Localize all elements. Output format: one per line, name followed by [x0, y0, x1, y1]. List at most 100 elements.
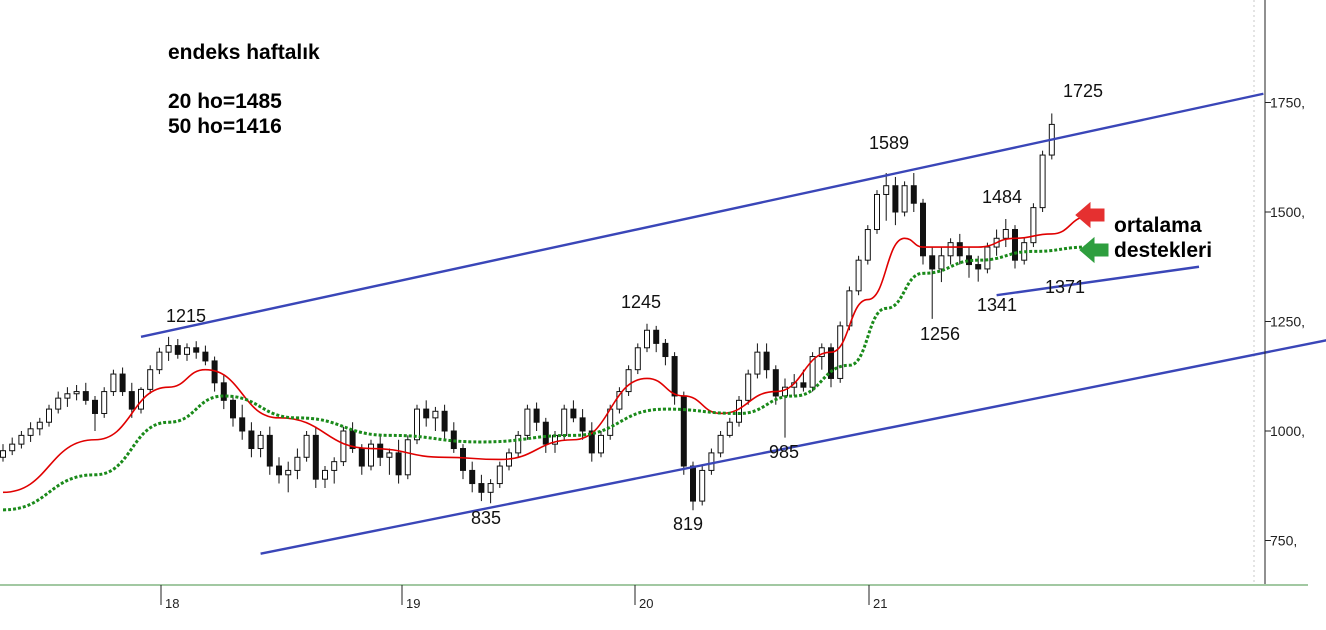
- annotation-1245: 1245: [621, 292, 661, 312]
- candle-body: [745, 373, 752, 401]
- value-labels: 1215 1245 835 819 985 1589 1484 1256 1341 1371 172…: [166, 81, 1103, 534]
- candle-body: [542, 421, 549, 445]
- candle-body: [414, 408, 420, 441]
- candle-body: [101, 391, 108, 414]
- candle-body: [276, 465, 282, 476]
- support-note: ortalama destekleri: [1114, 213, 1212, 263]
- candle-body: [579, 417, 586, 432]
- candle-body: [46, 408, 52, 423]
- note-line-1: ortalama: [1114, 214, 1202, 237]
- candle-body: [644, 329, 650, 349]
- y-tick-label: 1250,: [1270, 314, 1305, 330]
- ma-line-20ho: [2, 215, 1089, 494]
- candle-body: [570, 408, 577, 419]
- annotation-1256: 1256: [920, 324, 960, 344]
- candle-body: [395, 452, 402, 476]
- candle-body: [1002, 229, 1009, 239]
- y-tick-label: 1500,: [1270, 204, 1305, 220]
- candle-body: [625, 369, 632, 393]
- green-arrow-icon: [1079, 236, 1109, 264]
- candle-body: [36, 421, 43, 430]
- candle-body: [818, 347, 825, 358]
- candle-body: [239, 417, 246, 432]
- candle-body: [92, 399, 98, 414]
- candle-body: [690, 465, 696, 502]
- candle-body: [809, 356, 816, 388]
- candle-body: [699, 469, 706, 502]
- candle-body: [874, 193, 880, 231]
- candle-body: [1012, 229, 1018, 261]
- candle-body: [294, 456, 301, 471]
- candle-body: [653, 329, 660, 344]
- chart-title: endeks haftalık: [168, 41, 320, 64]
- support-markers: [1075, 201, 1109, 264]
- candle-body: [230, 399, 236, 419]
- candle-body: [303, 434, 310, 458]
- candle-body: [533, 408, 540, 423]
- x-tick-label: 19: [406, 596, 420, 611]
- candle-body: [892, 185, 899, 213]
- candle-body: [340, 430, 347, 463]
- candle-body: [938, 255, 945, 270]
- candle-body: [55, 397, 62, 410]
- candle-body: [598, 434, 604, 454]
- candle-body: [883, 185, 890, 195]
- annotation-1341: 1341: [977, 295, 1017, 315]
- annotation-1371: 1371: [1045, 277, 1085, 297]
- candle-body: [432, 410, 439, 419]
- candle-body: [680, 395, 687, 467]
- candle-body: [726, 421, 733, 436]
- candle-body: [1030, 207, 1037, 244]
- candle-body: [515, 434, 522, 454]
- candle-body: [1039, 154, 1046, 209]
- candle-body: [110, 373, 117, 393]
- ma20-label: 20 ho=1485: [168, 90, 282, 113]
- ma50-label: 50 ho=1416: [168, 115, 282, 138]
- channel-lines: [140, 92, 1326, 555]
- candle-body: [634, 347, 641, 371]
- annotation-1589: 1589: [869, 133, 909, 153]
- candle-body: [358, 448, 365, 467]
- candle-body: [165, 345, 172, 353]
- candle-body: [285, 469, 292, 476]
- candle-body: [257, 434, 264, 450]
- x-tick-label: 20: [639, 596, 653, 611]
- candle-body: [717, 434, 724, 454]
- chart-title-block: endeks haftalık 20 ho=1485 50 ho=1416: [168, 40, 320, 139]
- candle-body: [0, 450, 6, 458]
- candle-body: [202, 351, 209, 362]
- candle-body: [947, 242, 954, 257]
- candle-body: [27, 428, 34, 436]
- candle-body: [184, 347, 190, 355]
- x-tick-label: 18: [165, 596, 179, 611]
- candle-body: [671, 356, 678, 397]
- annotation-1215: 1215: [166, 306, 206, 326]
- candle-body: [156, 351, 163, 371]
- candle-body: [487, 483, 494, 493]
- candle-body: [855, 259, 862, 292]
- trendline-support: [996, 265, 1200, 297]
- candle-body: [800, 382, 807, 388]
- candle-body: [975, 264, 982, 270]
- trendline-lower-channel: [260, 339, 1326, 555]
- candle-body: [524, 408, 531, 436]
- trendline-upper-channel: [140, 92, 1264, 339]
- candle-body: [220, 382, 227, 401]
- candle-body: [18, 434, 25, 445]
- candle-body: [929, 255, 936, 270]
- annotation-985: 985: [769, 442, 799, 462]
- candle-body: [496, 465, 503, 485]
- candle-body: [984, 246, 991, 270]
- red-arrow-icon: [1075, 201, 1105, 229]
- candle-body: [588, 430, 595, 454]
- annotation-1725: 1725: [1063, 81, 1103, 101]
- candle-body: [772, 369, 779, 397]
- ma-line-50ho: [2, 245, 1089, 512]
- candle-body: [73, 391, 80, 395]
- candle-body: [662, 342, 669, 358]
- candle-body: [864, 229, 871, 261]
- candle-body: [193, 347, 200, 353]
- x-axis: 18 19 20 21: [0, 584, 1308, 611]
- candle-body: [763, 351, 770, 371]
